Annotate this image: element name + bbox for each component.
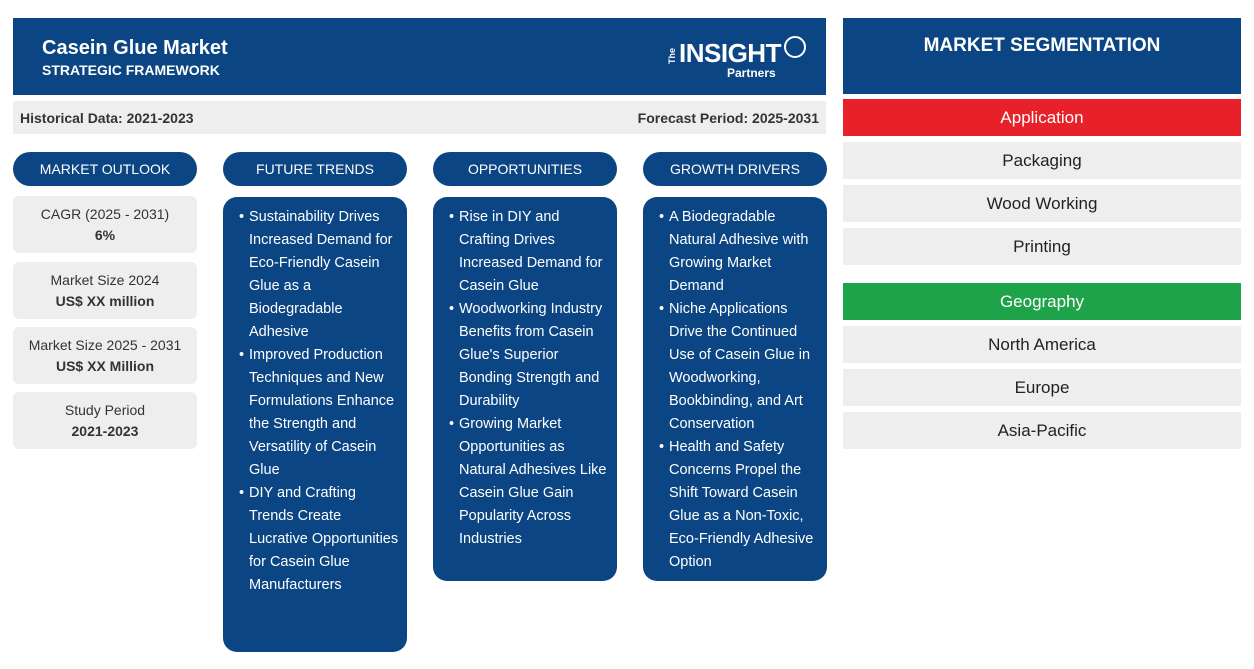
market-segmentation-title: MARKET SEGMENTATION bbox=[843, 18, 1241, 94]
list-item: Improved Production Techniques and New F… bbox=[239, 344, 401, 482]
list-item: DIY and Crafting Trends Create Lucrative… bbox=[239, 482, 401, 597]
future-trends-list: Sustainability Drives Increased Demand f… bbox=[239, 206, 401, 597]
segment-category-application: Application bbox=[843, 99, 1241, 136]
outlook-label: Market Size 2024 bbox=[50, 272, 160, 288]
growth-drivers-list: A Biodegradable Natural Adhesive with Gr… bbox=[659, 206, 821, 574]
outlook-value: 6% bbox=[94, 227, 116, 243]
list-item: Woodworking Industry Benefits from Casei… bbox=[449, 298, 611, 413]
outlook-label: Market Size 2025 - 2031 bbox=[28, 337, 182, 353]
opportunities-list: Rise in DIY and Crafting Drives Increase… bbox=[449, 206, 611, 551]
report-header: Casein Glue Market STRATEGIC FRAMEWORK T… bbox=[13, 18, 826, 95]
list-item: Niche Applications Drive the Continued U… bbox=[659, 298, 821, 436]
logo-ring-icon bbox=[784, 36, 806, 58]
list-item: Health and Safety Concerns Propel the Sh… bbox=[659, 436, 821, 574]
outlook-label: CAGR (2025 - 2031) bbox=[40, 206, 170, 222]
segment-item-north-america: North America bbox=[843, 326, 1241, 363]
period-bar: Historical Data: 2021-2023 Forecast Peri… bbox=[13, 101, 826, 134]
list-item: Rise in DIY and Crafting Drives Increase… bbox=[449, 206, 611, 298]
outlook-study-period: Study Period 2021-2023 bbox=[13, 392, 197, 449]
growth-drivers-card: A Biodegradable Natural Adhesive with Gr… bbox=[643, 197, 827, 581]
outlook-value: US$ XX million bbox=[55, 293, 155, 309]
outlook-market-size-forecast: Market Size 2025 - 2031 US$ XX Million bbox=[13, 327, 197, 384]
market-outlook-header: MARKET OUTLOOK bbox=[13, 152, 197, 186]
segment-item-wood-working: Wood Working bbox=[843, 185, 1241, 222]
logo-partners: Partners bbox=[727, 66, 776, 80]
outlook-label: Study Period bbox=[64, 402, 146, 418]
opportunities-header: OPPORTUNITIES bbox=[433, 152, 617, 186]
list-item: Sustainability Drives Increased Demand f… bbox=[239, 206, 401, 344]
segment-item-europe: Europe bbox=[843, 369, 1241, 406]
list-item: A Biodegradable Natural Adhesive with Gr… bbox=[659, 206, 821, 298]
segment-item-packaging: Packaging bbox=[843, 142, 1241, 179]
outlook-market-size-2024: Market Size 2024 US$ XX million bbox=[13, 262, 197, 319]
list-item: Growing Market Opportunities as Natural … bbox=[449, 413, 611, 551]
growth-drivers-header: GROWTH DRIVERS bbox=[643, 152, 827, 186]
outlook-cagr: CAGR (2025 - 2031) 6% bbox=[13, 196, 197, 253]
opportunities-card: Rise in DIY and Crafting Drives Increase… bbox=[433, 197, 617, 581]
logo-insight: INSIGHT bbox=[679, 38, 781, 68]
segment-item-printing: Printing bbox=[843, 228, 1241, 265]
report-title: Casein Glue Market bbox=[42, 37, 228, 59]
segment-category-geography: Geography bbox=[843, 283, 1241, 320]
outlook-value: 2021-2023 bbox=[71, 423, 139, 439]
report-subtitle: STRATEGIC FRAMEWORK bbox=[42, 62, 220, 78]
future-trends-header: FUTURE TRENDS bbox=[223, 152, 407, 186]
insight-partners-logo: The INSIGHT Partners bbox=[667, 34, 807, 84]
segment-item-asia-pacific: Asia-Pacific bbox=[843, 412, 1241, 449]
outlook-value: US$ XX Million bbox=[55, 358, 154, 374]
logo-the: The bbox=[667, 47, 677, 64]
future-trends-card: Sustainability Drives Increased Demand f… bbox=[223, 197, 407, 652]
historical-data: Historical Data: 2021-2023 bbox=[20, 110, 194, 126]
forecast-period: Forecast Period: 2025-2031 bbox=[637, 110, 819, 126]
